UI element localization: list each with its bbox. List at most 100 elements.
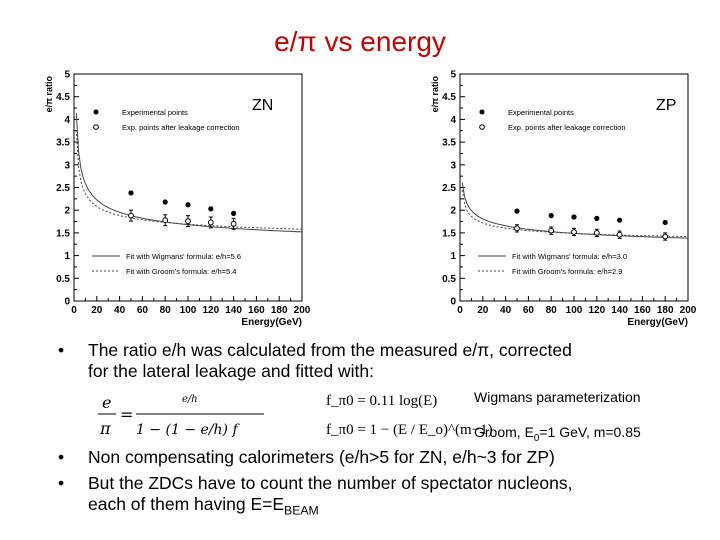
legend-marker-experimental: [93, 109, 99, 115]
data-point-experimental: [662, 219, 668, 226]
x-tick-label: 120: [202, 305, 219, 316]
chart-zn-svg: 0 0.5 1 1.5 2 2.5 3 3.5 4 4.5 5 0 20 40 60 80 100 120 140 1…: [44, 70, 311, 329]
data-point-corrected: [571, 229, 577, 235]
x-tick-label: 100: [566, 305, 583, 316]
y-tick-label: 1.5: [442, 228, 456, 239]
formula-ratio-rhs-den: 1 − (1 − e/h) f: [136, 422, 240, 438]
x-tick-label: 60: [523, 305, 535, 316]
x-tick-label: 180: [271, 305, 288, 316]
formula-groom: f_π0 = 1 − (E / E_o)^(m−1): [326, 422, 493, 438]
data-point-corrected: [616, 231, 623, 238]
y-tick-label: 0: [64, 297, 70, 308]
x-tick-label: 160: [248, 305, 265, 316]
data-point-experimental: [208, 206, 214, 212]
y-tick-label: 4: [64, 115, 70, 126]
formula-wigmans: f_π0 = 0.11 log(E): [326, 393, 438, 409]
y-axis-label: e/π ratio: [44, 76, 54, 113]
bullet-1-line-2: for the lateral leakage and fitted with:: [88, 361, 375, 381]
y-tick-label: 4.5: [442, 92, 456, 103]
x-tick-label: 140: [225, 305, 242, 316]
y-tick-label: 5: [450, 70, 456, 81]
x-tick-label: 40: [114, 305, 126, 316]
legend-label-groom: Fit with Groom's formula: e/h=2.9: [512, 267, 622, 276]
x-tick-label: 120: [588, 305, 605, 316]
data-point-corrected: [185, 218, 191, 224]
y-tick-label: 4: [450, 115, 456, 126]
data-point-experimental: [185, 202, 191, 208]
y-tick-label: 2.5: [442, 183, 456, 194]
chart-zp: 0 0.5 1 1.5 2 2.5 3 3.5 4 4.5 5 0 20 40 60 80 100 120 140 1…: [428, 68, 698, 330]
data-point-corrected: [207, 219, 214, 226]
bullet-3-line-2: each of them having E=EBEAM: [88, 494, 319, 518]
legend-label-corrected: Exp. points after leakage correction: [122, 123, 240, 132]
legend-label-experimental: Experimental points: [508, 108, 574, 117]
y-tick-label: 1: [450, 251, 456, 262]
legend-label-experimental: Experimental points: [122, 108, 188, 117]
data-point-corrected: [514, 225, 520, 232]
legend-label-wigmans: Fit with Wigmans' formula: e/h=3.0: [512, 252, 627, 261]
legend-marker-corrected: [93, 124, 99, 130]
y-tick-label: 3.5: [56, 138, 70, 149]
chart-tag-label: ZN: [252, 97, 273, 114]
y-tick-label: 1.5: [56, 228, 70, 239]
data-point-experimental: [617, 217, 623, 223]
y-tick-label: 2.5: [56, 183, 70, 194]
data-point-corrected: [128, 212, 134, 219]
chart-tag-label: ZP: [656, 97, 676, 114]
x-axis-label: Energy(GeV): [241, 317, 302, 328]
x-tick-label: 200: [294, 305, 311, 316]
x-tick-label: 20: [477, 305, 489, 316]
y-tick-label: 2: [450, 206, 456, 217]
svg-text:=: =: [120, 405, 133, 424]
y-tick-label: 3.5: [442, 138, 456, 149]
y-axis-label: e/π ratio: [430, 76, 440, 113]
chart-zn: 0 0.5 1 1.5 2 2.5 3 3.5 4 4.5 5 0 20 40 60 80 100 120 140 1…: [42, 68, 312, 330]
data-point-experimental: [128, 190, 134, 196]
x-tick-label: 80: [546, 305, 558, 316]
y-tick-label: 3: [450, 160, 456, 171]
formula-ratio-num: e/h: [182, 394, 198, 405]
data-point-experimental: [162, 199, 168, 205]
data-point-corrected: [230, 220, 237, 227]
y-tick-label: 4.5: [56, 92, 70, 103]
x-tick-label: 40: [500, 305, 512, 316]
y-tick-label: 1: [64, 251, 70, 262]
formula-ratio-lhs: e: [102, 393, 111, 412]
note-wigmans: Wigmans parameterization: [474, 389, 641, 405]
formula-ratio-svg: e π = e/h 1 − (1 − e/h) f: [98, 393, 264, 438]
x-tick-label: 160: [634, 305, 651, 316]
data-point-experimental: [514, 208, 520, 214]
x-tick-label: 20: [91, 305, 103, 316]
data-point-experimental: [548, 213, 554, 219]
y-tick-label: 3: [64, 160, 70, 171]
data-point-experimental: [594, 215, 600, 221]
y-tick-label: 5: [64, 70, 70, 81]
y-tick-label: 0: [450, 297, 456, 308]
data-point-corrected: [662, 233, 669, 240]
slide-title: e/π vs energy: [274, 26, 446, 57]
legend-marker-experimental: [479, 109, 485, 115]
x-tick-label: 200: [680, 305, 697, 316]
x-axis-label: Energy(GeV): [627, 317, 688, 328]
bullet-symbol: •: [58, 340, 65, 360]
note-groom: Groom, E0=1 GeV, m=0.85: [474, 424, 641, 444]
bullet-1-line-1: The ratio e/h was calculated from the me…: [88, 340, 572, 360]
y-tick-label: 0.5: [442, 274, 456, 285]
data-point-experimental: [231, 210, 237, 216]
x-tick-label: 180: [657, 305, 674, 316]
data-point-corrected: [162, 217, 169, 224]
data-point-corrected: [548, 227, 555, 234]
legend-label-groom: Fit with Groom's formula: e/h=5.4: [126, 267, 236, 276]
legend-label-wigmans: Fit with Wigmans' formula: e/h=5.6: [126, 252, 241, 261]
data-point-corrected: [593, 230, 600, 236]
x-tick-label: 100: [180, 305, 197, 316]
x-tick-label: 0: [71, 305, 77, 316]
legend-marker-corrected: [479, 124, 485, 130]
bullet-2-line-1: Non compensating calorimeters (e/h>5 for…: [88, 447, 555, 467]
formula-ratio-den: π: [99, 419, 111, 438]
x-tick-label: 80: [160, 305, 172, 316]
bullet-3-line-1: But the ZDCs have to count the number of…: [88, 473, 573, 493]
fit-groom-line: [75, 130, 303, 230]
bullet-symbol: •: [58, 447, 65, 467]
x-tick-label: 60: [137, 305, 149, 316]
